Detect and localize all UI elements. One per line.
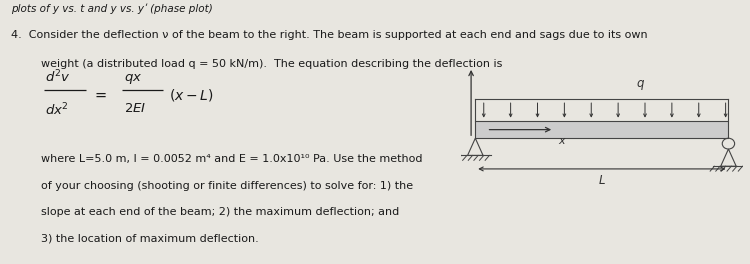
Text: 3) the location of maximum deflection.: 3) the location of maximum deflection.: [41, 234, 259, 244]
Text: 4.  Consider the deflection ν of the beam to the right. The beam is supported at: 4. Consider the deflection ν of the beam…: [11, 30, 648, 40]
Text: $qx$: $qx$: [124, 72, 142, 86]
Text: q: q: [636, 77, 644, 90]
Text: slope at each end of the beam; 2) the maximum deflection; and: slope at each end of the beam; 2) the ma…: [41, 207, 400, 217]
Text: $dx^2$: $dx^2$: [45, 102, 69, 118]
Text: plots of y vs. t and y vs. yʹ (phase plot): plots of y vs. t and y vs. yʹ (phase plo…: [11, 4, 213, 15]
Text: $d^2v$: $d^2v$: [45, 69, 70, 86]
Text: $(x-L)$: $(x-L)$: [169, 87, 213, 102]
Text: $=$: $=$: [92, 87, 108, 102]
Text: $2EI$: $2EI$: [124, 102, 146, 115]
Text: x: x: [558, 136, 565, 146]
Text: of your choosing (shooting or finite differences) to solve for: 1) the: of your choosing (shooting or finite dif…: [41, 181, 413, 191]
Text: L: L: [598, 174, 605, 187]
Text: weight (a distributed load q = 50 kN/m).  The equation describing the deflection: weight (a distributed load q = 50 kN/m).…: [41, 59, 502, 69]
Bar: [476, 121, 728, 138]
Text: where L=5.0 m, I = 0.0052 m⁴ and E = 1.0x10¹⁰ Pa. Use the method: where L=5.0 m, I = 0.0052 m⁴ and E = 1.0…: [41, 154, 423, 164]
